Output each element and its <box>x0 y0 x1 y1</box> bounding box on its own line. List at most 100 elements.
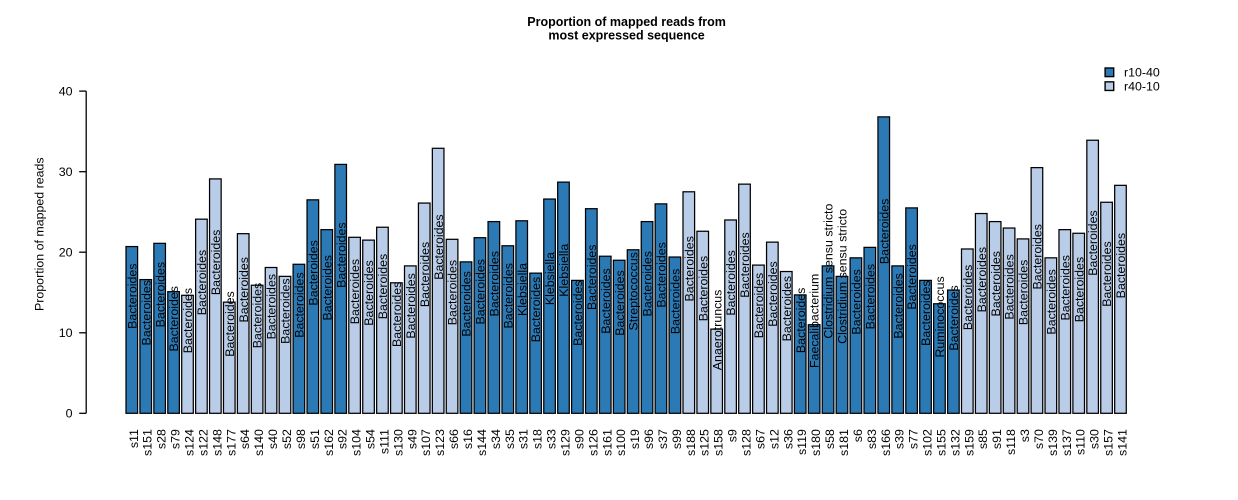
svg-text:Bacteroides: Bacteroides <box>251 283 265 348</box>
svg-text:s151: s151 <box>141 429 155 456</box>
svg-text:s92: s92 <box>336 429 350 449</box>
svg-text:Bacteroides: Bacteroides <box>404 273 418 338</box>
svg-text:r10-40: r10-40 <box>1124 66 1160 80</box>
svg-text:40: 40 <box>59 84 73 98</box>
svg-text:s83: s83 <box>865 429 879 449</box>
svg-text:s139: s139 <box>1046 429 1060 456</box>
svg-text:s9: s9 <box>726 429 740 442</box>
svg-text:Bacteroides: Bacteroides <box>362 260 376 325</box>
svg-text:s122: s122 <box>196 429 210 456</box>
svg-text:Bacteroides: Bacteroides <box>738 232 752 297</box>
svg-text:s118: s118 <box>1004 429 1018 455</box>
svg-text:s180: s180 <box>809 429 823 456</box>
svg-text:Bacteroides: Bacteroides <box>891 273 905 338</box>
svg-text:s51: s51 <box>308 429 322 449</box>
svg-text:s110: s110 <box>1074 429 1088 455</box>
svg-text:s91: s91 <box>990 429 1004 449</box>
svg-text:Proportion of mapped reads: Proportion of mapped reads <box>33 157 47 311</box>
svg-text:Bacteroides: Bacteroides <box>348 259 362 324</box>
svg-text:s158: s158 <box>712 429 726 456</box>
svg-text:s99: s99 <box>670 429 684 449</box>
svg-text:Bacteroides: Bacteroides <box>306 240 320 305</box>
svg-text:Proportion of mapped reads fro: Proportion of mapped reads from <box>527 15 726 29</box>
svg-text:s155: s155 <box>934 429 948 456</box>
svg-text:s33: s33 <box>545 429 559 449</box>
svg-text:Bacteroides: Bacteroides <box>390 282 404 347</box>
svg-text:s141: s141 <box>1115 429 1129 456</box>
svg-text:Bacteroides: Bacteroides <box>641 251 655 316</box>
svg-text:Bacteroides: Bacteroides <box>432 214 446 279</box>
svg-text:Bacteroides: Bacteroides <box>1058 255 1072 320</box>
svg-text:s3: s3 <box>1018 429 1032 442</box>
svg-text:s129: s129 <box>558 429 572 456</box>
svg-text:Bacteroides: Bacteroides <box>613 270 627 335</box>
svg-text:s66: s66 <box>447 429 461 449</box>
svg-text:Bacteroides: Bacteroides <box>850 269 864 334</box>
svg-text:s19: s19 <box>628 429 642 449</box>
svg-text:Bacteroides: Bacteroides <box>460 271 474 336</box>
svg-text:s79: s79 <box>169 429 183 449</box>
svg-text:s159: s159 <box>962 429 976 456</box>
svg-text:Bacteroides: Bacteroides <box>863 264 877 329</box>
svg-text:s40: s40 <box>266 429 280 449</box>
svg-text:Bacteroides: Bacteroides <box>905 244 919 309</box>
svg-text:s140: s140 <box>252 429 266 456</box>
svg-text:20: 20 <box>59 246 73 260</box>
svg-text:Bacteroides: Bacteroides <box>752 273 766 338</box>
svg-text:s124: s124 <box>183 429 197 456</box>
svg-text:r40-10: r40-10 <box>1124 79 1160 93</box>
svg-text:Bacteroides: Bacteroides <box>780 276 794 341</box>
svg-text:s181: s181 <box>837 429 851 456</box>
svg-text:s137: s137 <box>1060 429 1074 456</box>
svg-text:Bacteroides: Bacteroides <box>265 274 279 339</box>
svg-text:Klebsiella: Klebsiella <box>557 244 571 297</box>
svg-text:Bacteroides: Bacteroides <box>501 263 515 328</box>
svg-text:Bacteroides: Bacteroides <box>376 254 390 319</box>
svg-text:Bacteroides: Bacteroides <box>293 272 307 337</box>
svg-text:Bacteroides: Bacteroides <box>1086 210 1100 275</box>
svg-text:s77: s77 <box>907 429 921 449</box>
svg-text:Bacteroides: Bacteroides <box>279 278 293 343</box>
svg-text:Bacteroides: Bacteroides <box>1031 224 1045 289</box>
svg-text:Bacteroides: Bacteroides <box>125 263 139 328</box>
svg-text:s58: s58 <box>823 429 837 449</box>
svg-text:s102: s102 <box>921 429 935 456</box>
svg-text:s162: s162 <box>322 429 336 456</box>
svg-text:Bacteroides: Bacteroides <box>1114 233 1128 298</box>
svg-text:Bacteroides: Bacteroides <box>961 265 975 330</box>
svg-text:s166: s166 <box>879 429 893 456</box>
svg-text:Bacteroides: Bacteroides <box>1100 241 1114 306</box>
svg-text:s96: s96 <box>642 429 656 449</box>
svg-text:s6: s6 <box>851 429 865 442</box>
svg-text:Bacteroides: Bacteroides <box>529 277 543 342</box>
svg-text:s31: s31 <box>517 429 531 449</box>
svg-text:s39: s39 <box>893 429 907 449</box>
svg-text:Bacteroides: Bacteroides <box>947 285 961 350</box>
svg-text:s90: s90 <box>572 429 586 449</box>
svg-text:Clostridium sensu stricto: Clostridium sensu stricto <box>836 209 850 344</box>
svg-text:Bacteroides: Bacteroides <box>223 291 237 356</box>
svg-text:s16: s16 <box>461 429 475 449</box>
svg-text:s98: s98 <box>294 429 308 449</box>
svg-text:s130: s130 <box>391 429 405 456</box>
svg-text:Faecalibacterium: Faecalibacterium <box>808 274 822 368</box>
svg-text:Bacteroides: Bacteroides <box>195 250 209 315</box>
svg-text:Ruminococcus: Ruminococcus <box>933 276 947 357</box>
svg-text:s125: s125 <box>698 429 712 456</box>
svg-text:Bacteroides: Bacteroides <box>334 222 348 287</box>
svg-text:Klebsiella: Klebsiella <box>543 252 557 305</box>
svg-text:s70: s70 <box>1032 429 1046 449</box>
svg-text:10: 10 <box>59 326 73 340</box>
svg-text:most expressed sequence: most expressed sequence <box>548 28 704 42</box>
svg-text:s144: s144 <box>475 429 489 456</box>
svg-text:Bacteroides: Bacteroides <box>167 286 181 351</box>
svg-text:s34: s34 <box>489 429 503 449</box>
svg-text:Bacteroides: Bacteroides <box>794 288 808 353</box>
svg-text:s100: s100 <box>614 429 628 456</box>
svg-text:Bacteroides: Bacteroides <box>474 259 488 324</box>
svg-text:Anaerotruncus: Anaerotruncus <box>710 290 724 371</box>
svg-text:Bacteroides: Bacteroides <box>877 199 891 264</box>
svg-text:Bacteroides: Bacteroides <box>668 269 682 334</box>
svg-text:Bacteroides: Bacteroides <box>682 236 696 301</box>
svg-text:Klebsiella: Klebsiella <box>515 263 529 316</box>
